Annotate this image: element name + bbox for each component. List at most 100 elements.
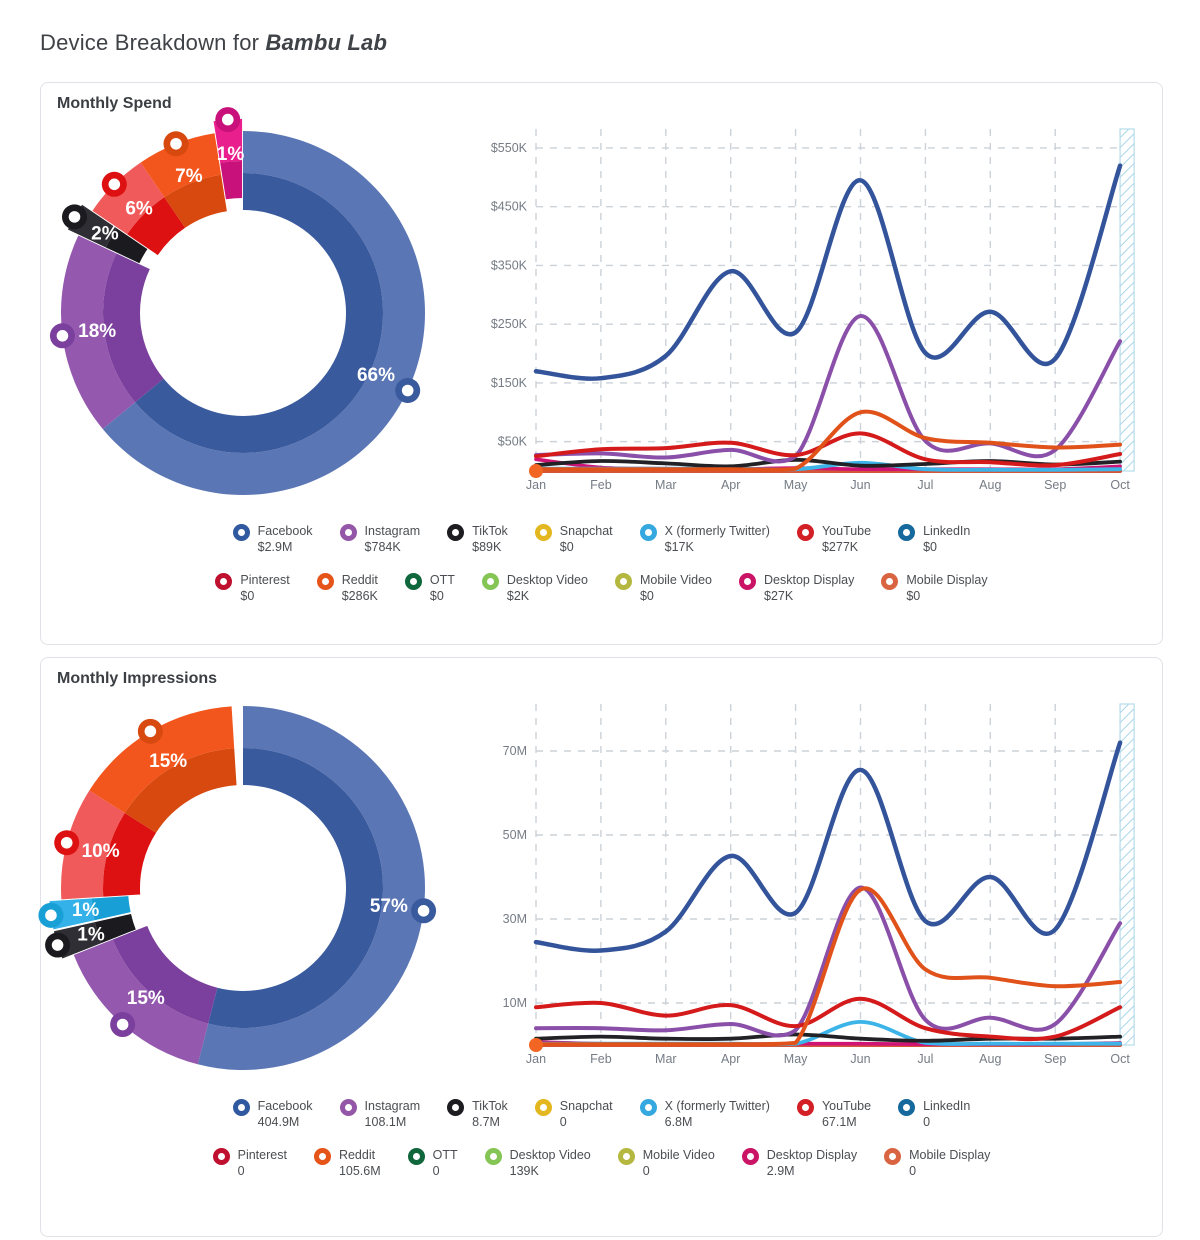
donut-slice-instagram[interactable] [61,235,164,430]
legend-item-facebook[interactable]: Facebook 404.9M [232,1098,313,1131]
legend-label: Reddit [341,572,378,587]
legend-item-youtube[interactable]: YouTube 67.1M [796,1098,871,1131]
x-axis-tick-label: Jun [850,478,870,492]
monthly-spend-panel: Monthly Spend 66% 18% 2% 6% 7% 1% $550K $450K $… [40,82,1163,645]
legend-item-desktop_display[interactable]: Desktop Display $27K [739,572,854,605]
y-axis-tick-label: $350K [491,258,528,272]
legend-item-reddit[interactable]: Reddit 105.6M [313,1147,381,1180]
legend-row-1: Facebook $2.9M Instagram $784K TikTok $89K Sna… [232,523,970,556]
line-series-facebook[interactable] [533,163,1123,381]
line-series-reddit[interactable] [534,409,1123,472]
mobile_display-ring-icon [884,1147,902,1165]
panel-title-impressions: Monthly Impressions [57,670,218,687]
donut-slice-facebook[interactable] [102,131,426,495]
donut-marker-desktop_display[interactable] [215,107,241,133]
legend-label: Desktop Display [764,572,855,587]
line-series-youtube[interactable] [534,996,1123,1042]
legend-item-desktop_display[interactable]: Desktop Display 2.9M [741,1147,857,1180]
donut-slice-reddit[interactable] [140,133,227,228]
legend-item-tiktok[interactable]: TikTok $89K [447,523,508,556]
donut-marker-facebook[interactable] [395,377,421,403]
legend-item-desktop_video[interactable]: Desktop Video 139K [484,1147,591,1180]
donut-marker-instagram[interactable] [49,323,75,349]
legend-item-tiktok[interactable]: TikTok 8.7M [447,1098,508,1131]
legend-label: Instagram [364,524,421,538]
legend-item-linkedin[interactable]: LinkedIn 0 [898,1098,970,1131]
donut-slice-instagram[interactable] [73,925,218,1065]
legend-item-instagram[interactable]: Instagram $784K [339,523,421,556]
line-series-youtube[interactable] [534,431,1123,468]
legend-item-x_twitter[interactable]: X (formerly Twitter) $17K [639,523,770,556]
y-axis-tick-label: 30M [503,912,527,926]
x-axis-tick-label: Apr [721,478,740,492]
donut-slice-reddit[interactable] [89,706,237,833]
legend-item-facebook[interactable]: Facebook $2.9M [232,523,313,556]
legend-item-ott[interactable]: OTT $0 [404,572,455,605]
desktop_display-ring-icon [739,572,756,590]
legend-label: Mobile Display [909,1147,991,1162]
mobile_display-ring-icon [881,572,899,590]
legend-value: $784K [364,540,401,555]
legend-label: TikTok [472,524,508,538]
legend-item-x_twitter[interactable]: X (formerly Twitter) 6.8M [639,1098,770,1131]
donut-slice-facebook[interactable] [197,706,426,1070]
donut-marker-tiktok[interactable] [61,204,87,230]
legend-item-snapchat[interactable]: Snapchat 0 [534,1098,613,1131]
series-start-dot-mobile_display[interactable] [529,1038,543,1052]
donut-marker-reddit[interactable] [163,131,189,157]
donut-marker-tiktok[interactable] [45,932,71,958]
x-axis-tick-label: Mar [655,1052,677,1066]
x-axis-tick-label: Mar [655,478,677,492]
donut-pct-label-x_twitter: 1% [72,900,100,921]
line-series-instagram[interactable] [534,885,1123,1038]
legend-item-pinterest[interactable]: Pinterest $0 [215,572,290,605]
legend-item-reddit[interactable]: Reddit $286K [316,572,378,605]
legend-item-instagram[interactable]: Instagram 108.1M [339,1098,420,1131]
x-axis-tick-label: Sep [1044,478,1066,492]
donut-marker-reddit[interactable] [137,718,163,744]
legend-value: $27K [764,588,794,603]
line-series-instagram[interactable] [534,314,1123,464]
series-start-dot-mobile_display[interactable] [529,464,543,478]
legend-label: OTT [432,1147,458,1162]
legend-item-youtube[interactable]: YouTube $277K [796,523,871,556]
spend-donut-chart: 66% 18% 2% 6% 7% 1% [49,107,426,495]
x_twitter-ring-icon [639,524,657,541]
donut-marker-facebook[interactable] [411,898,437,924]
legend-item-pinterest[interactable]: Pinterest 0 [212,1147,287,1180]
youtube-ring-icon [796,1099,814,1116]
spend-legend: Facebook $2.9M Instagram $784K TikTok $89K Sna… [41,523,1162,604]
donut-marker-youtube[interactable] [101,171,127,197]
donut-marker-youtube[interactable] [54,830,80,856]
line-series-facebook[interactable] [533,740,1123,953]
legend-item-mobile_display[interactable]: Mobile Display $0 [881,572,988,605]
page-title: Device Breakdown for Bambu Lab [40,30,387,56]
legend-label: LinkedIn [923,524,971,538]
line-series-reddit[interactable] [534,886,1123,1047]
impressions-legend: Facebook 404.9M Instagram 108.1M TikTok 8.7M S… [41,1098,1162,1179]
instagram-ring-icon [339,524,357,541]
legend-item-snapchat[interactable]: Snapchat $0 [534,523,613,556]
legend-value: 8.7M [472,1115,500,1130]
legend-label: Snapchat [559,1099,613,1113]
donut-slice-youtube[interactable] [92,162,186,256]
legend-label: TikTok [472,1099,508,1113]
legend-item-linkedin[interactable]: LinkedIn $0 [898,523,970,556]
legend-item-mobile_display[interactable]: Mobile Display 0 [884,1147,990,1180]
legend-value: $0 [906,588,921,603]
legend-value: $0 [429,588,444,603]
legend-value: $0 [923,540,937,555]
linkedin-ring-icon [898,1099,916,1116]
legend-item-mobile_video[interactable]: Mobile Video 0 [617,1147,715,1180]
facebook-ring-icon [232,1099,250,1116]
donut-slice-youtube[interactable] [61,790,157,900]
legend-value: 2.9M [766,1163,795,1178]
donut-marker-x_twitter[interactable] [38,902,64,928]
legend-label: Pinterest [237,1147,287,1162]
legend-item-ott[interactable]: OTT 0 [407,1147,458,1180]
donut-slice-desktop_display[interactable] [213,119,243,200]
legend-item-mobile_video[interactable]: Mobile Video $0 [614,572,712,605]
donut-marker-instagram[interactable] [110,1012,136,1038]
legend-item-desktop_video[interactable]: Desktop Video $2K [481,572,588,605]
tiktok-ring-icon [447,524,465,541]
